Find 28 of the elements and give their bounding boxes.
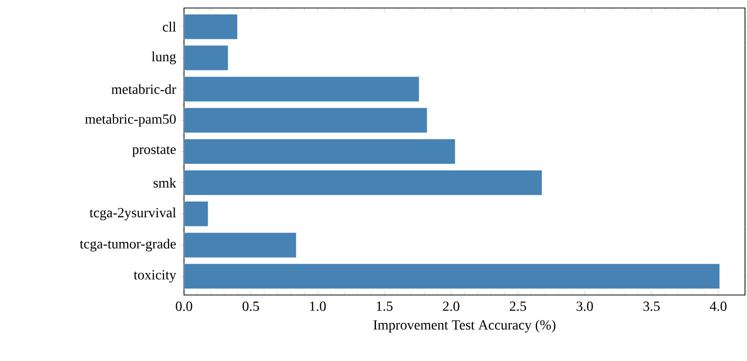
x-tick-label: 0.5: [242, 302, 259, 311]
bar: [184, 14, 238, 40]
bar: [184, 108, 428, 133]
x-tick-label: 2.5: [510, 302, 526, 311]
x-tick-label: 2.0: [443, 302, 460, 311]
x-axis-title: Improvement Test Accuracy (%): [374, 320, 556, 333]
y-tick-label: smk: [154, 178, 176, 188]
x-tick-label: 1.5: [376, 302, 393, 311]
x-tick-label: 1.0: [310, 302, 326, 311]
bar: [184, 45, 228, 71]
y-tick-label: lung: [152, 52, 176, 64]
bar: [184, 264, 720, 289]
bar: [184, 138, 456, 164]
x-tick-label: 0.0: [176, 302, 192, 311]
x-tick-label: 3.5: [643, 302, 660, 311]
bar: [184, 170, 542, 196]
y-tick-label: tcga-tumor-grade: [80, 238, 176, 252]
bar: [184, 201, 208, 227]
y-tick-label: metabric-pam50: [85, 114, 176, 127]
bar: [184, 76, 420, 102]
y-tick-label: toxicity: [134, 270, 176, 282]
y-tick-label: prostate: [132, 146, 176, 157]
y-tick-label: metabric-dr: [111, 84, 176, 94]
y-tick-label: tcga-2ysurvival: [90, 208, 176, 220]
x-tick-label: 3.0: [576, 302, 593, 311]
y-tick-label: cll: [162, 22, 176, 32]
x-tick-label: 4.0: [710, 302, 726, 311]
bar: [184, 232, 296, 258]
